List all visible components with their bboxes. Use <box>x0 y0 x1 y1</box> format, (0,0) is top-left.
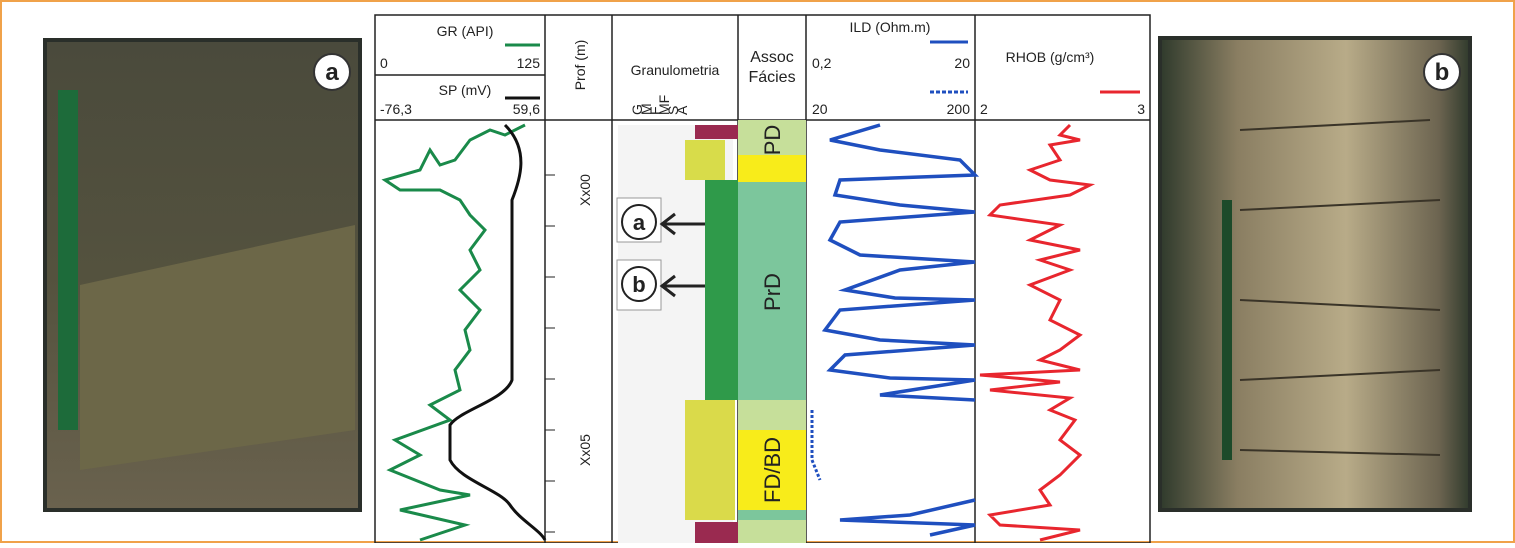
photo-b <box>1160 38 1470 510</box>
depth-label: Xx05 <box>577 434 593 466</box>
scale-min: 0,2 <box>812 55 832 71</box>
figure: a b GR (API) 0 125 SP (mV) -76,3 59,6 Pr… <box>0 0 1515 543</box>
sand <box>685 400 735 520</box>
depth-ticks <box>545 175 555 532</box>
track-title: Granulometria <box>631 62 720 78</box>
scale-max: 200 <box>947 101 971 117</box>
arrow-label: b <box>632 272 645 297</box>
scale-max: 125 <box>517 55 541 71</box>
scale-max: 20 <box>954 55 970 71</box>
pencil <box>1222 200 1232 460</box>
facies-label: PD <box>760 125 785 156</box>
gr-curve <box>385 125 525 540</box>
sand <box>685 140 725 180</box>
scale-min: 0 <box>380 55 388 71</box>
photo-label: b <box>1435 59 1450 86</box>
facies-label: FD/BD <box>760 437 785 503</box>
track-title: SP (mV) <box>439 82 492 98</box>
scale-min: -76,3 <box>380 101 412 117</box>
mudstone <box>705 180 738 400</box>
scale-max: 59,6 <box>513 101 540 117</box>
track-title: Assoc <box>750 49 794 66</box>
scale-min: 2 <box>980 101 988 117</box>
track-title: Prof (m) <box>572 40 588 91</box>
scale-max: 3 <box>1137 101 1145 117</box>
track-title: ILD (Ohm.m) <box>850 19 931 35</box>
ild-curve <box>840 500 975 535</box>
rhob-curve <box>980 125 1090 540</box>
ild-curve <box>825 125 975 400</box>
heterolith <box>695 522 738 543</box>
photo-label: a <box>325 59 339 86</box>
scale-min: 20 <box>812 101 828 117</box>
depth-label: Xx00 <box>577 174 593 206</box>
track-title: RHOB (g/cm³) <box>1006 49 1095 65</box>
pencil <box>58 90 78 430</box>
track-title: GR (API) <box>437 23 494 39</box>
heterolith <box>695 125 738 139</box>
ild-deep-curve <box>812 410 820 480</box>
facies-label: PrD <box>760 273 785 311</box>
arrow-label: a <box>633 210 646 235</box>
grain-class: A <box>674 105 690 115</box>
track-title: Fácies <box>748 69 795 86</box>
